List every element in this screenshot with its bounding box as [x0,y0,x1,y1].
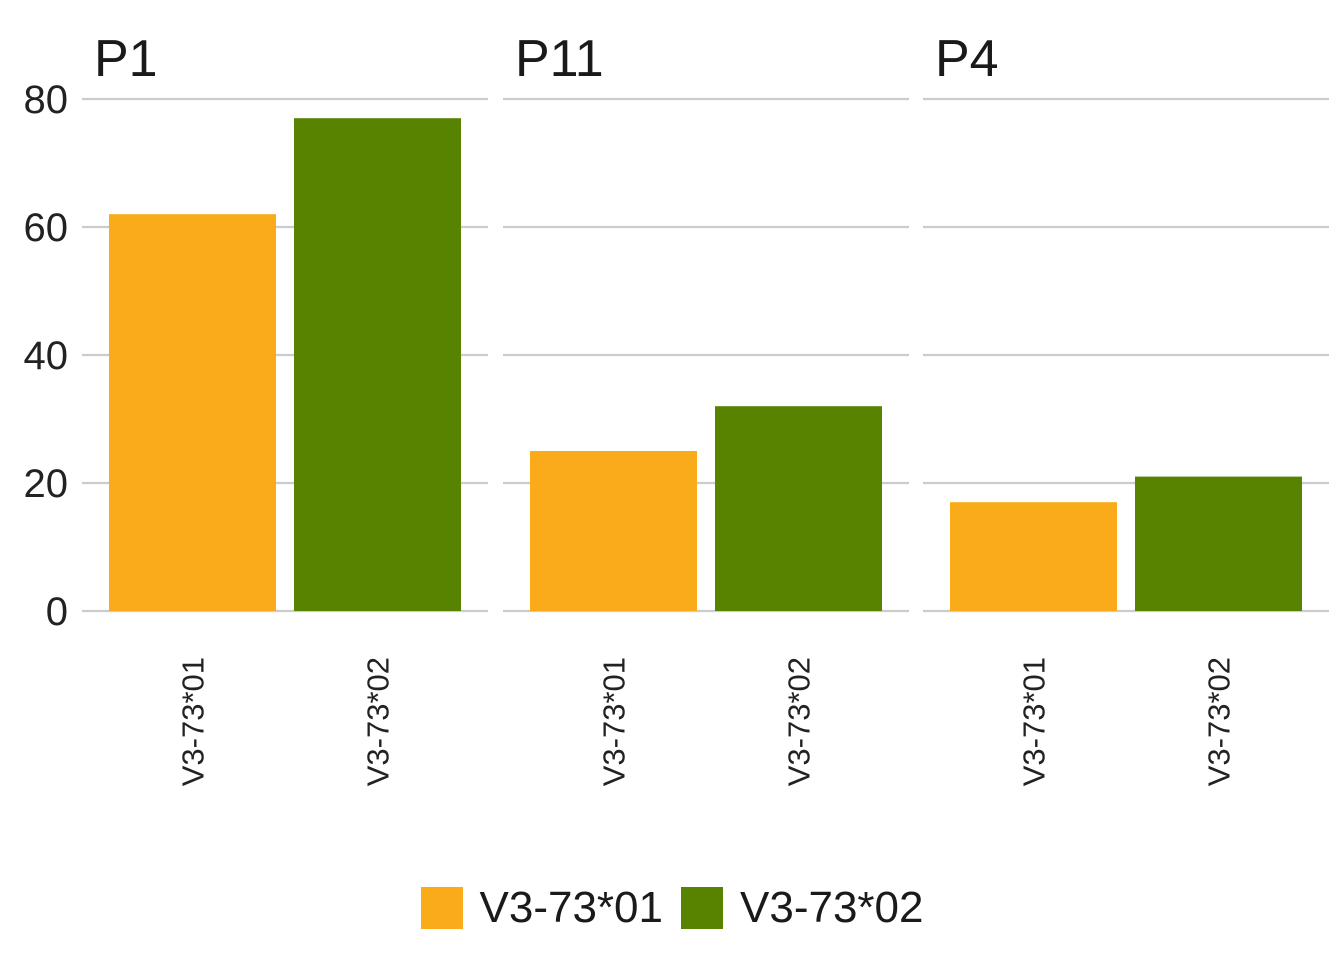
legend-swatch [681,887,723,929]
x-tick-label: V3-73*02 [782,657,817,786]
y-tick-label: 60 [24,206,69,250]
y-tick-label: 80 [24,78,69,122]
legend-label: V3-73*01 [479,883,663,932]
y-tick-label: 20 [24,462,69,506]
facet-title: P4 [935,30,999,88]
y-tick-label: 40 [24,334,69,378]
x-tick-label: V3-73*02 [361,657,396,786]
x-tick-label: V3-73*01 [176,657,211,786]
bar [1135,476,1302,611]
bar [530,451,697,611]
x-tick-label: V3-73*01 [1017,657,1052,786]
x-tick-label: V3-73*01 [597,657,632,786]
legend-swatch [420,887,463,929]
legend: V3-73*01 V3-73*02 [0,880,1344,936]
legend-item: V3-73*01 [420,883,663,932]
y-tick-label: 0 [46,590,68,634]
legend-item: V3-73*02 [681,886,923,930]
facet-title: P1 [94,30,158,88]
bar [950,502,1117,611]
legend-label: V3-73*02 [740,883,924,932]
bar [715,406,882,611]
x-tick-label: V3-73*02 [1202,657,1237,786]
bar [294,118,461,611]
facet-title: P11 [515,30,604,88]
bar [109,214,276,611]
